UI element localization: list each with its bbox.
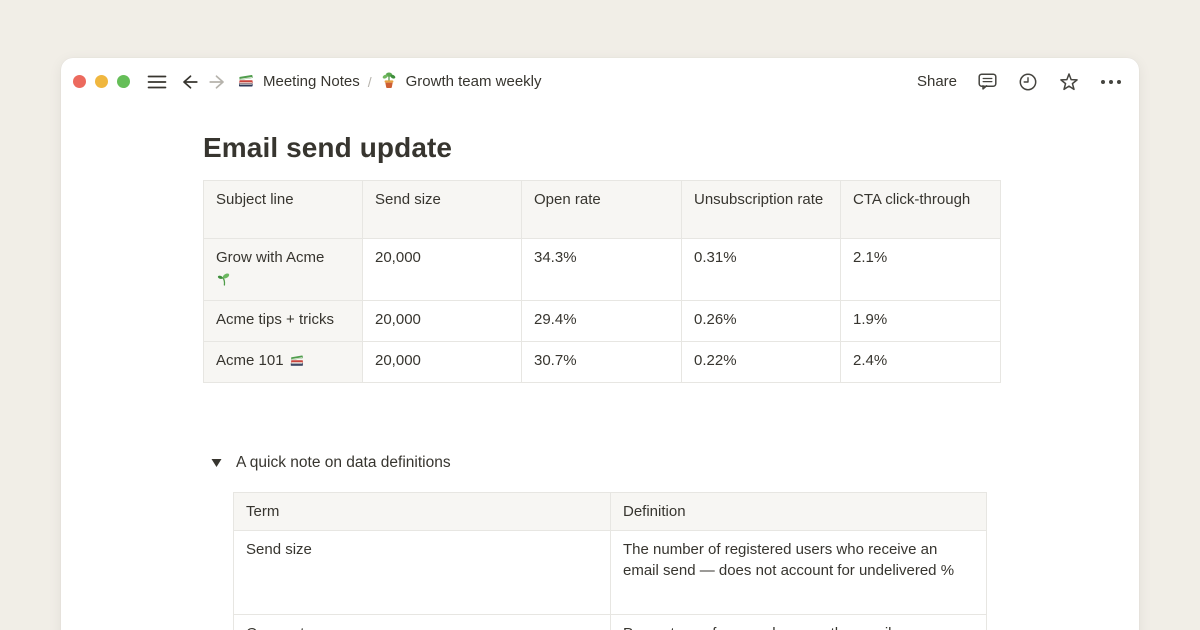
table-row: Acme tips + tricks 20,000 29.4% 0.26% 1.… [203, 300, 1001, 342]
send-size-cell[interactable]: 20,000 [362, 238, 522, 301]
definitions-table: Term Definition Send size The number of … [233, 492, 987, 630]
breadcrumb: Meeting Notes / Growth team weekly [237, 71, 542, 93]
definition-cell[interactable]: Percentage of users who open the email [610, 614, 987, 630]
star-icon[interactable] [1058, 72, 1080, 92]
forward-arrow-icon[interactable] [207, 73, 227, 91]
comment-icon[interactable] [977, 72, 998, 91]
column-header[interactable]: Open rate [521, 180, 682, 239]
definition-cell[interactable]: The number of registered users who recei… [610, 530, 987, 615]
zoom-window-button[interactable] [117, 75, 130, 88]
column-header[interactable]: Send size [362, 180, 522, 239]
back-arrow-icon[interactable] [180, 73, 200, 91]
breadcrumb-label: Meeting Notes [263, 73, 360, 90]
send-size-cell[interactable]: 20,000 [362, 300, 522, 342]
table-row: Open rate Percentage of users who open t… [233, 614, 987, 630]
toggle-label[interactable]: A quick note on data definitions [236, 454, 451, 471]
cta-cell[interactable]: 2.4% [840, 341, 1001, 383]
window-controls [73, 75, 130, 88]
minimize-window-button[interactable] [95, 75, 108, 88]
open-rate-cell[interactable]: 34.3% [521, 238, 682, 301]
window-topbar: Meeting Notes / Growth team weekly [61, 58, 1139, 105]
table-row: Grow with Acme 20,000 34.3% 0.31% 2.1% [203, 238, 1001, 301]
hamburger-menu-icon[interactable] [147, 74, 167, 90]
topbar-actions: Share [917, 72, 1122, 92]
potted-plant-emoji [380, 71, 398, 93]
page-title[interactable]: Email send update [203, 132, 453, 163]
column-header[interactable]: Term [233, 492, 611, 531]
subject-cell[interactable]: Acme 101 [203, 341, 363, 383]
column-header[interactable]: CTA click-through [840, 180, 1001, 239]
cta-cell[interactable]: 1.9% [840, 300, 1001, 342]
breadcrumb-separator: / [367, 73, 372, 90]
term-cell[interactable]: Open rate [233, 614, 611, 630]
column-header[interactable]: Definition [610, 492, 987, 531]
notion-window: Meeting Notes / Growth team weekly [61, 58, 1139, 630]
open-rate-cell[interactable]: 30.7% [521, 341, 682, 383]
history-clock-icon[interactable] [1018, 72, 1038, 92]
table-header-row: Subject line Send size Open rate Unsubsc… [203, 180, 1001, 239]
table-header-row: Term Definition [233, 492, 987, 531]
breadcrumb-item-meeting-notes[interactable]: Meeting Notes [237, 71, 360, 93]
term-cell[interactable]: Send size [233, 530, 611, 615]
send-size-cell[interactable]: 20,000 [362, 341, 522, 383]
subject-cell[interactable]: Grow with Acme [203, 238, 363, 301]
close-window-button[interactable] [73, 75, 86, 88]
column-header[interactable]: Unsubscription rate [681, 180, 841, 239]
subject-cell[interactable]: Acme tips + tricks [203, 300, 363, 342]
unsub-rate-cell[interactable]: 0.22% [681, 341, 841, 383]
column-header[interactable]: Subject line [203, 180, 363, 239]
seedling-emoji [216, 271, 350, 287]
toggle-block: A quick note on data definitions [203, 452, 1139, 474]
table-row: Send size The number of registered users… [233, 530, 987, 615]
share-button[interactable]: Share [916, 73, 957, 90]
cta-cell[interactable]: 2.1% [840, 238, 1001, 301]
breadcrumb-label: Growth team weekly [405, 73, 542, 90]
unsub-rate-cell[interactable]: 0.31% [681, 238, 841, 301]
open-rate-cell[interactable]: 29.4% [521, 300, 682, 342]
page-content: Email send update Subject line Send size… [61, 132, 1139, 630]
email-metrics-table: Subject line Send size Open rate Unsubsc… [203, 180, 1001, 383]
toggle-triangle-icon[interactable] [211, 458, 222, 468]
books-emoji [289, 352, 305, 374]
books-emoji [237, 71, 255, 93]
unsub-rate-cell[interactable]: 0.26% [681, 300, 841, 342]
ellipsis-icon[interactable] [1100, 79, 1122, 85]
breadcrumb-item-growth-team-weekly[interactable]: Growth team weekly [380, 71, 542, 93]
table-row: Acme 101 20,000 [203, 341, 1001, 383]
